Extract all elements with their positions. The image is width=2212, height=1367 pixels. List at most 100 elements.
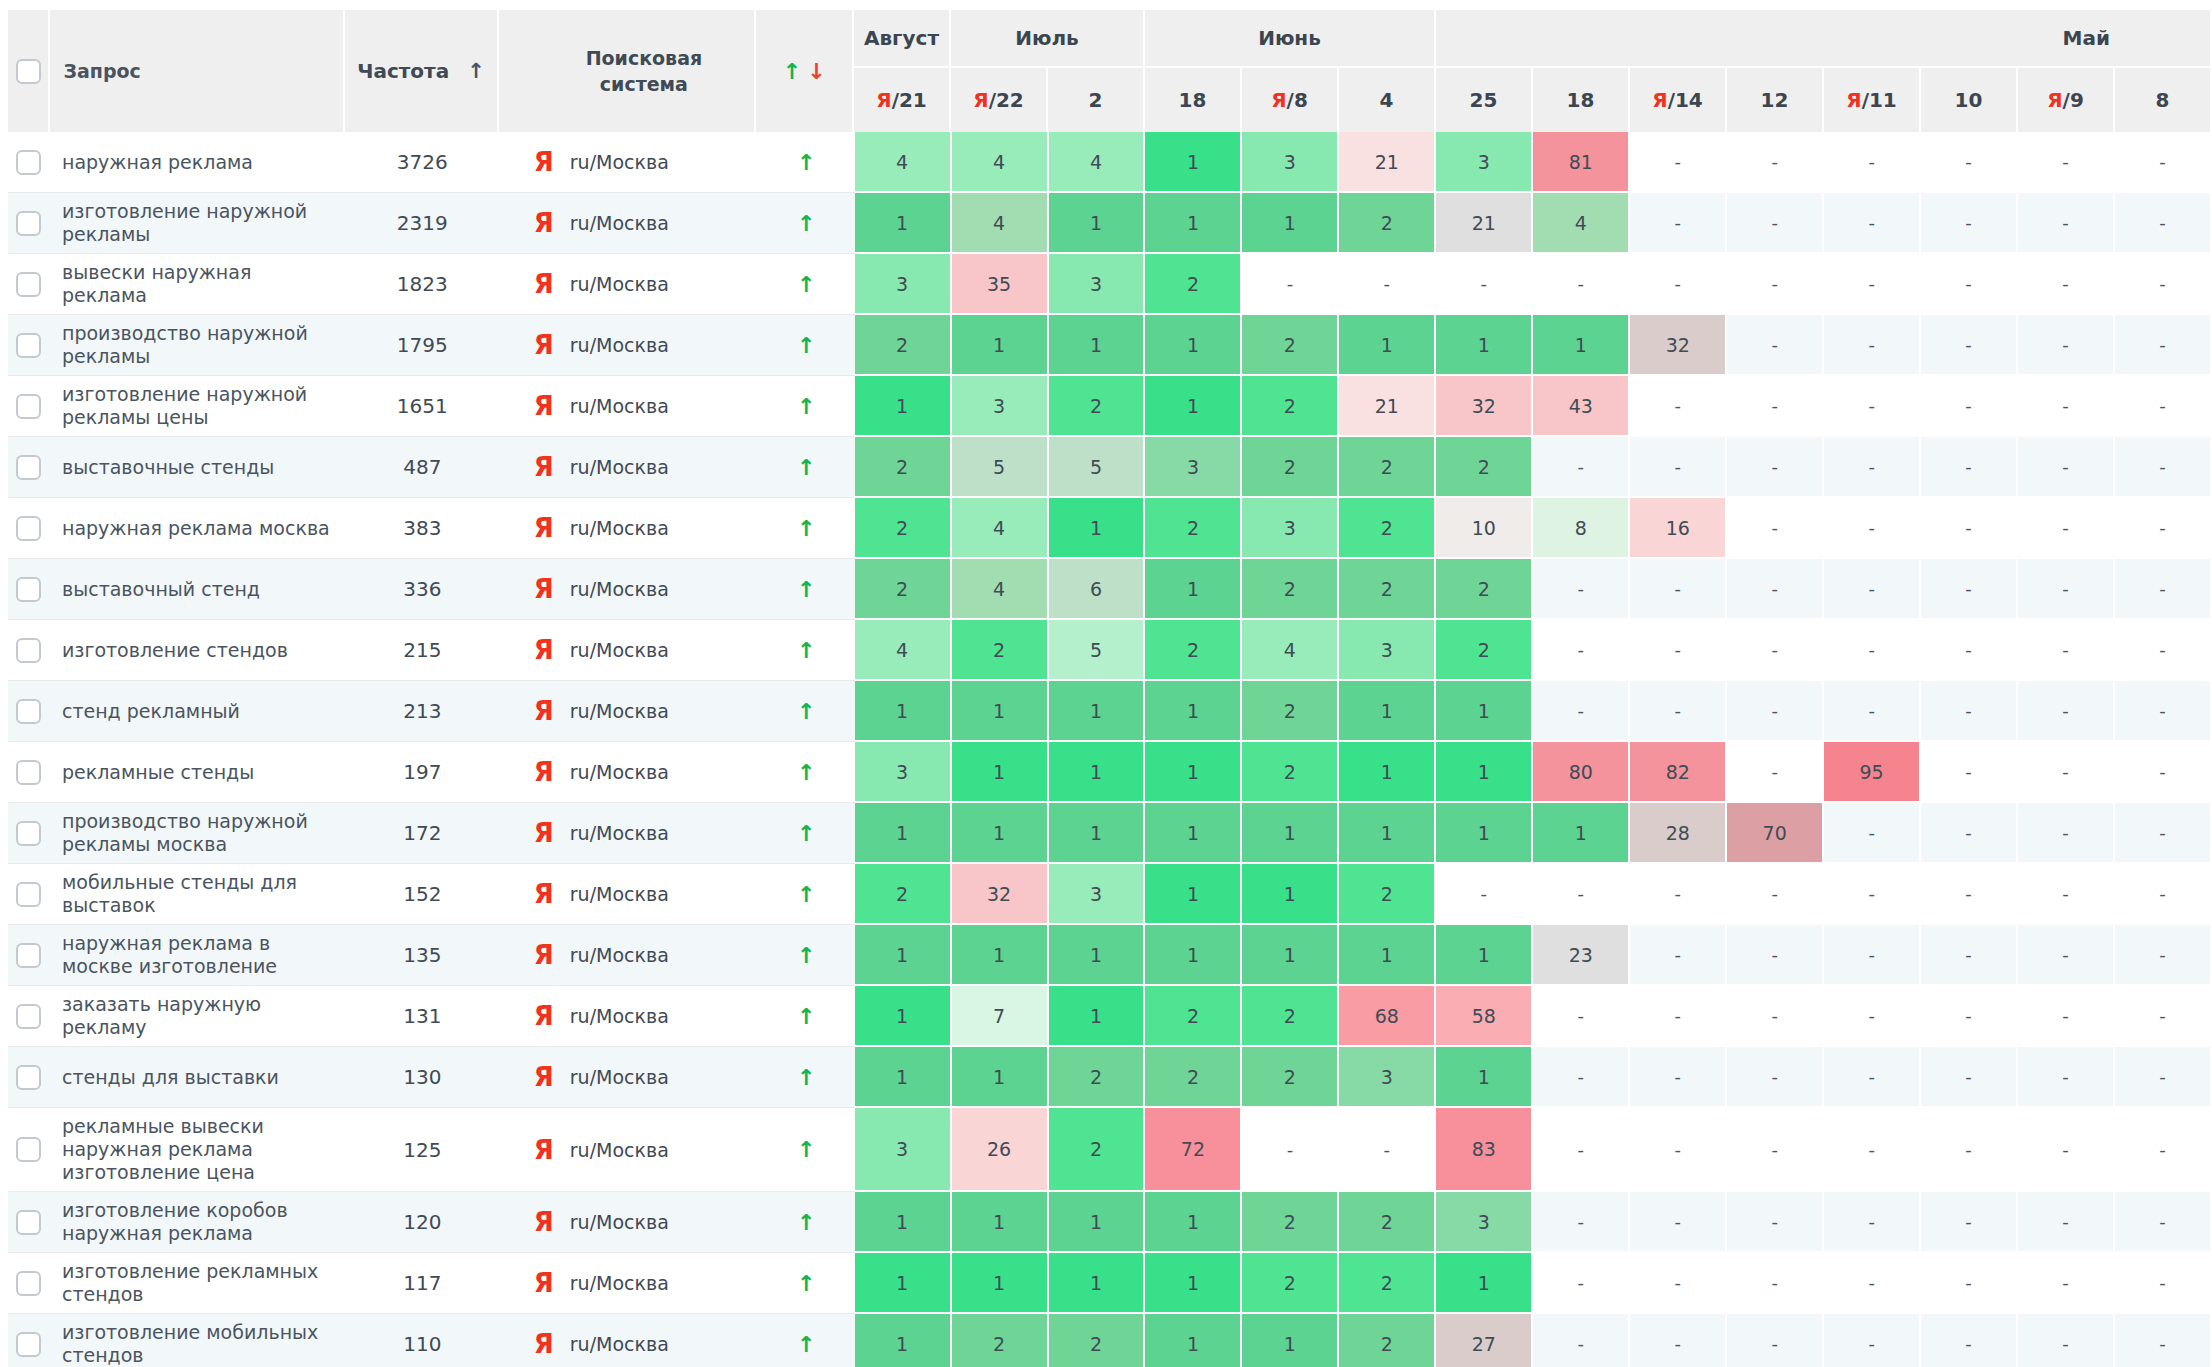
yandex-icon: Я [534, 635, 554, 665]
date-column-header[interactable]: 2 [1048, 68, 1143, 132]
engine-cell: Я ru/Москва [500, 803, 758, 864]
date-column-header[interactable]: Я/14 [1630, 68, 1725, 132]
position-cell: 4 [1049, 132, 1146, 193]
column-header-query[interactable]: Запрос [50, 10, 342, 132]
position-value: - [2115, 132, 2210, 191]
yandex-icon: Я [534, 1329, 554, 1359]
column-header-engine: Поисковая система [499, 10, 754, 132]
row-checkbox[interactable] [16, 1332, 41, 1357]
frequency-value: 152 [403, 882, 441, 906]
column-header-trend[interactable]: ↑ ↓ [756, 10, 852, 132]
position-cell: 1 [1436, 1253, 1533, 1314]
date-column-header[interactable]: Я/9 [2018, 68, 2113, 132]
position-cell: 3 [1339, 1047, 1436, 1108]
row-checkbox[interactable] [16, 150, 41, 175]
date-column-header[interactable]: 10 [1921, 68, 2016, 132]
position-value: - [1630, 132, 1725, 191]
position-cell: - [1533, 681, 1630, 742]
date-column-header[interactable]: Я/8 [1242, 68, 1337, 132]
row-checkbox[interactable] [16, 333, 41, 358]
position-cell: 1 [1145, 376, 1242, 437]
frequency-cell: 3726 [345, 132, 500, 193]
position-value: 4 [952, 193, 1047, 252]
position-cell: 1 [1145, 315, 1242, 376]
position-value: 1 [855, 803, 950, 862]
position-value: 2 [1339, 1314, 1434, 1367]
trend-down-icon: ↓ [807, 59, 825, 84]
position-value: - [1533, 437, 1628, 496]
position-cell: - [1727, 498, 1824, 559]
position-value: 16 [1630, 498, 1725, 557]
position-value: 2 [1145, 1047, 1240, 1106]
frequency-value: 215 [403, 638, 441, 662]
position-cell: 1 [1339, 681, 1436, 742]
date-column-header[interactable]: 4 [1339, 68, 1434, 132]
date-column-header[interactable]: Я/22 [951, 68, 1046, 132]
date-column-header[interactable]: 18 [1145, 68, 1240, 132]
row-checkbox[interactable] [16, 211, 41, 236]
position-cell: 2 [1049, 376, 1146, 437]
position-cell: - [1533, 864, 1630, 925]
position-value: - [1727, 742, 1822, 801]
date-column-header[interactable]: 12 [1727, 68, 1822, 132]
date-column-header[interactable]: 18 [1533, 68, 1628, 132]
position-value: - [1533, 1047, 1628, 1106]
row-checkbox[interactable] [16, 577, 41, 602]
row-checkbox[interactable] [16, 821, 41, 846]
row-checkbox[interactable] [16, 1004, 41, 1029]
position-cell: - [2115, 315, 2212, 376]
date-column-header[interactable]: Я/21 [854, 68, 949, 132]
position-cell: 3 [1436, 1192, 1533, 1253]
row-checkbox[interactable] [16, 1065, 41, 1090]
table-row: выставочные стенды 487 Я ru/Москва ↑ 255… [8, 437, 2212, 498]
date-column-header[interactable]: Я/11 [1824, 68, 1919, 132]
position-cell: - [1824, 1192, 1921, 1253]
date-column-header[interactable]: 25 [1436, 68, 1531, 132]
position-value: - [1533, 1108, 1628, 1190]
row-checkbox[interactable] [16, 760, 41, 785]
position-value: 23 [1533, 925, 1628, 984]
yandex-icon: Я [534, 818, 554, 848]
position-value: 1 [855, 986, 950, 1045]
row-checkbox[interactable] [16, 516, 41, 541]
row-checkbox[interactable] [16, 1271, 41, 1296]
row-checkbox[interactable] [16, 1137, 41, 1162]
position-cell: 4 [1242, 620, 1339, 681]
position-cell: 1 [1049, 681, 1146, 742]
position-value: - [1824, 376, 1919, 435]
row-checkbox[interactable] [16, 1210, 41, 1235]
position-value: - [2115, 1253, 2210, 1312]
frequency-value: 213 [403, 699, 441, 723]
row-checkbox[interactable] [16, 699, 41, 724]
position-value: 1 [855, 1047, 950, 1106]
row-checkbox[interactable] [16, 943, 41, 968]
position-value: 2 [1339, 1192, 1434, 1251]
frequency-cell: 172 [345, 803, 500, 864]
select-all-checkbox[interactable] [16, 59, 41, 84]
position-value: - [1921, 1108, 2016, 1190]
position-cell: - [1727, 742, 1824, 803]
row-checkbox[interactable] [16, 882, 41, 907]
position-cell: 1 [1436, 315, 1533, 376]
position-cell: 4 [1533, 193, 1630, 254]
row-checkbox[interactable] [16, 272, 41, 297]
trend-up-icon: ↑ [797, 272, 815, 297]
table-row: выставочный стенд 336 Я ru/Москва ↑ 2461… [8, 559, 2212, 620]
row-checkbox[interactable] [16, 394, 41, 419]
position-value: - [1824, 1253, 1919, 1312]
trend-cell: ↑ [758, 1047, 855, 1108]
position-cell: 1 [855, 193, 952, 254]
rank-tracker-table: Запрос Частота ↑ Поисковая система ↑ ↓ А… [0, 0, 2212, 1367]
trend-up-icon: ↑ [797, 577, 815, 602]
date-column-header[interactable]: 8 [2115, 68, 2210, 132]
position-cell: - [2115, 803, 2212, 864]
position-cell: 1 [855, 986, 952, 1047]
position-value: - [1921, 986, 2016, 1045]
yandex-icon: Я [534, 269, 554, 299]
engine-cell: Я ru/Москва [500, 193, 758, 254]
position-cell: - [1727, 925, 1824, 986]
position-value: - [1824, 254, 1919, 313]
row-checkbox[interactable] [16, 638, 41, 663]
row-checkbox[interactable] [16, 455, 41, 480]
column-header-frequency[interactable]: Частота ↑ [345, 10, 498, 132]
